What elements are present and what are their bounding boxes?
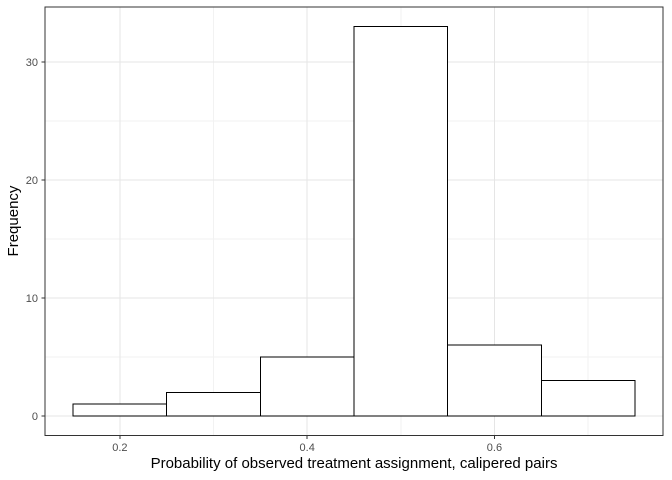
histogram-bar <box>353 25 449 417</box>
histogram-bar <box>540 380 636 417</box>
histogram-bar <box>166 391 261 417</box>
x-axis-title: Probability of observed treatment assign… <box>151 455 558 472</box>
y-tick-label: 0 <box>32 411 38 423</box>
x-tick-label: 0.2 <box>112 442 127 454</box>
y-tick-label: 10 <box>26 293 38 305</box>
y-axis-title: Frequency <box>5 185 22 256</box>
histogram-bar <box>447 344 542 417</box>
panel-border <box>44 6 664 436</box>
y-tick-label: 30 <box>26 57 38 69</box>
histogram-bar <box>259 356 355 417</box>
x-tick-label: 0.6 <box>487 442 502 454</box>
histogram-bar <box>72 403 168 417</box>
y-tick-label: 20 <box>26 175 38 187</box>
x-tick-label: 0.4 <box>300 442 315 454</box>
